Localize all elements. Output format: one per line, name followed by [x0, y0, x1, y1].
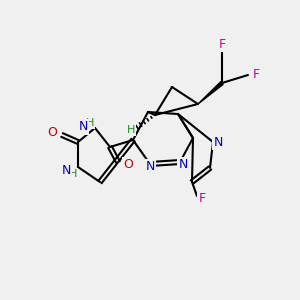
Text: N: N: [178, 158, 188, 172]
Polygon shape: [198, 82, 223, 104]
Text: H: H: [69, 169, 77, 179]
Text: N: N: [145, 160, 155, 173]
Text: O: O: [47, 127, 57, 140]
Text: F: F: [252, 68, 260, 82]
Text: H: H: [127, 125, 135, 135]
Text: N: N: [61, 164, 71, 176]
Text: F: F: [198, 191, 206, 205]
Text: O: O: [123, 158, 133, 172]
Text: N: N: [213, 136, 223, 148]
Text: H: H: [86, 118, 94, 128]
Text: F: F: [218, 38, 226, 50]
Text: N: N: [78, 121, 88, 134]
